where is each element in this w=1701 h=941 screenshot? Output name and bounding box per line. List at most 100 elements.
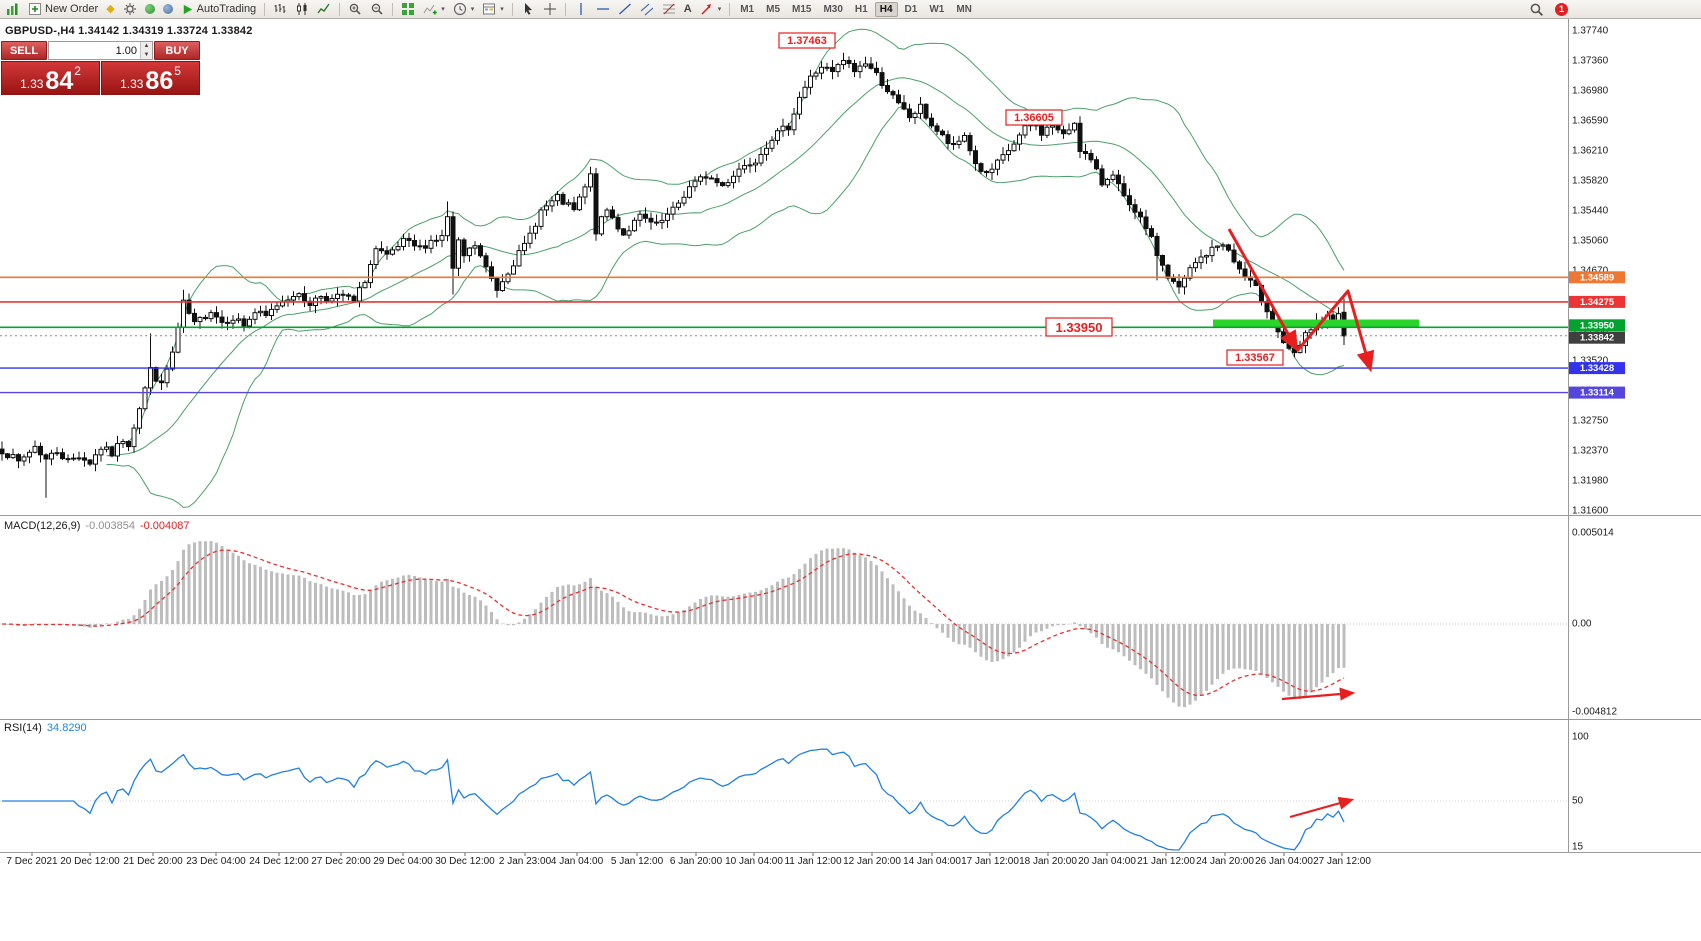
- svg-text:27 Jan 12:00: 27 Jan 12:00: [1313, 856, 1371, 867]
- price-label-box[interactable]: [1005, 109, 1063, 126]
- fibonacci-tool[interactable]: [659, 1, 679, 18]
- market-watch-button[interactable]: [142, 1, 158, 18]
- sell-price-main: 1.33: [20, 76, 44, 91]
- autotrading-button[interactable]: AutoTrading: [178, 1, 260, 18]
- indicators-icon: [423, 4, 437, 15]
- line-chart-icon: [317, 3, 330, 14]
- price-tag: [1569, 319, 1625, 332]
- chevron-down-icon: ▾: [500, 6, 504, 13]
- buy-button[interactable]: BUY: [154, 41, 200, 60]
- svg-text:1.33428: 1.33428: [1580, 363, 1614, 374]
- rsi-panel: 100 50 15: [0, 732, 1589, 853]
- bars-icon: [274, 4, 286, 13]
- tab-timeframe-h1[interactable]: H1: [854, 3, 868, 15]
- quantity-stepper: ▲ ▼: [140, 42, 152, 59]
- svg-text:1.32370: 1.32370: [1572, 446, 1609, 457]
- stepper-up-icon[interactable]: ▲: [141, 42, 152, 51]
- line-chart-button[interactable]: [314, 1, 334, 18]
- trend-arrow[interactable]: [1295, 289, 1375, 373]
- svg-text:1.37740: 1.37740: [1572, 26, 1609, 37]
- sell-button[interactable]: SELL: [1, 41, 47, 60]
- annotations[interactable]: 1.37463 1.36605 1.33950 1.33567: [778, 32, 1375, 819]
- horizontal-lines[interactable]: [0, 276, 1568, 394]
- buy-price-display[interactable]: 1.33 86 5: [101, 61, 200, 95]
- zoom-in-button[interactable]: [345, 1, 365, 18]
- navigator-icon: [162, 4, 173, 14]
- tab-timeframe-mn[interactable]: MN: [956, 3, 972, 15]
- vertical-line-tool[interactable]: [571, 1, 591, 18]
- price-label-box[interactable]: [778, 32, 836, 49]
- horizontal-line-tool[interactable]: [593, 1, 613, 18]
- periods-button[interactable]: ▾: [450, 1, 478, 18]
- options-button[interactable]: [120, 1, 140, 18]
- svg-text:10 Jan 04:00: 10 Jan 04:00: [725, 856, 783, 867]
- svg-text:20 Jan 04:00: 20 Jan 04:00: [1078, 856, 1136, 867]
- macd-signal-line: [1, 549, 1345, 696]
- templates-icon: [483, 3, 496, 15]
- svg-text:1.37463: 1.37463: [787, 35, 827, 47]
- svg-text:14 Jan 04:00: 14 Jan 04:00: [903, 856, 961, 867]
- macd-histogram: [6, 541, 1346, 708]
- zoom-in-icon: [349, 3, 361, 15]
- cursor-icon: [524, 3, 532, 15]
- chevron-down-icon: ▾: [470, 6, 475, 13]
- new-order-label: New Order: [45, 3, 99, 15]
- new-order-button[interactable]: New Order: [25, 1, 101, 18]
- zoom-out-button[interactable]: [367, 1, 387, 18]
- arrows-tool[interactable]: ▾: [697, 1, 725, 18]
- svg-text:1.33842: 1.33842: [1580, 333, 1614, 344]
- volume-field[interactable]: 1.00 ▲ ▼: [48, 41, 153, 60]
- tab-timeframe-m15[interactable]: M15: [792, 3, 812, 15]
- price-label-box[interactable]: [1226, 349, 1284, 366]
- tab-timeframe-w1[interactable]: W1: [929, 3, 945, 15]
- svg-text:1.33114: 1.33114: [1580, 388, 1615, 399]
- candlestick-chart-button[interactable]: [292, 1, 312, 18]
- svg-text:1.34589: 1.34589: [1580, 272, 1614, 283]
- text-tool[interactable]: A: [681, 1, 695, 18]
- new-chart-button[interactable]: [3, 1, 23, 18]
- toolbar-separator: [729, 2, 731, 16]
- templates-button[interactable]: ▾: [479, 1, 507, 18]
- svg-text:0.005014: 0.005014: [1572, 528, 1614, 539]
- svg-text:20 Dec 12:00: 20 Dec 12:00: [60, 856, 120, 867]
- buy-price-main: 1.33: [120, 76, 144, 91]
- chart-canvas[interactable]: 1.37740 1.37360 1.36980 1.36590 1.36210 1.358…: [0, 19, 1701, 941]
- tab-timeframe-m30[interactable]: M30: [823, 3, 843, 15]
- price-tag: [1569, 271, 1625, 284]
- notification-badge[interactable]: 1: [1555, 2, 1568, 16]
- price-label-box[interactable]: [1045, 317, 1113, 337]
- search-button[interactable]: [1526, 1, 1547, 18]
- volume-value[interactable]: 1.00: [115, 44, 137, 57]
- chevron-down-icon: ▾: [717, 6, 722, 13]
- sell-price-display[interactable]: 1.33 84 2: [1, 61, 100, 95]
- svg-text:12 Jan 20:00: 12 Jan 20:00: [843, 856, 901, 867]
- tab-timeframe-d1[interactable]: D1: [904, 3, 918, 15]
- trend-arrow[interactable]: [1227, 228, 1299, 352]
- tab-timeframe-m5[interactable]: M5: [766, 3, 781, 15]
- crosshair-button[interactable]: [540, 1, 560, 18]
- svg-text:29 Dec 04:00: 29 Dec 04:00: [373, 856, 433, 867]
- market-watch-icon: [144, 4, 155, 14]
- cursor-button[interactable]: [518, 1, 538, 18]
- stepper-down-icon[interactable]: ▼: [141, 50, 152, 59]
- crosshair-icon: [543, 3, 556, 15]
- svg-text:1.37360: 1.37360: [1572, 56, 1609, 67]
- clock-icon: [453, 2, 466, 16]
- svg-text:30 Dec 12:00: 30 Dec 12:00: [435, 856, 495, 867]
- trendline-tool[interactable]: [615, 1, 635, 18]
- channel-tool[interactable]: [637, 1, 657, 18]
- candles-layer[interactable]: [0, 52, 1347, 498]
- tile-windows-button[interactable]: [398, 1, 418, 18]
- trend-arrow[interactable]: [1281, 687, 1356, 701]
- metaeditor-button[interactable]: ◆: [103, 1, 117, 18]
- metaeditor-icon: ◆: [106, 2, 115, 15]
- svg-text:11 Jan 12:00: 11 Jan 12:00: [784, 856, 842, 867]
- macd-main-value: -0.003854: [85, 520, 135, 532]
- toolbar-separator: [339, 2, 341, 16]
- indicators-button[interactable]: ▾: [420, 1, 448, 18]
- tab-timeframe-m1[interactable]: M1: [740, 3, 755, 15]
- bar-chart-button[interactable]: [270, 1, 290, 18]
- trend-arrow[interactable]: [1289, 796, 1355, 819]
- navigator-button[interactable]: [160, 1, 176, 18]
- tab-timeframe-h4[interactable]: H4: [874, 1, 898, 17]
